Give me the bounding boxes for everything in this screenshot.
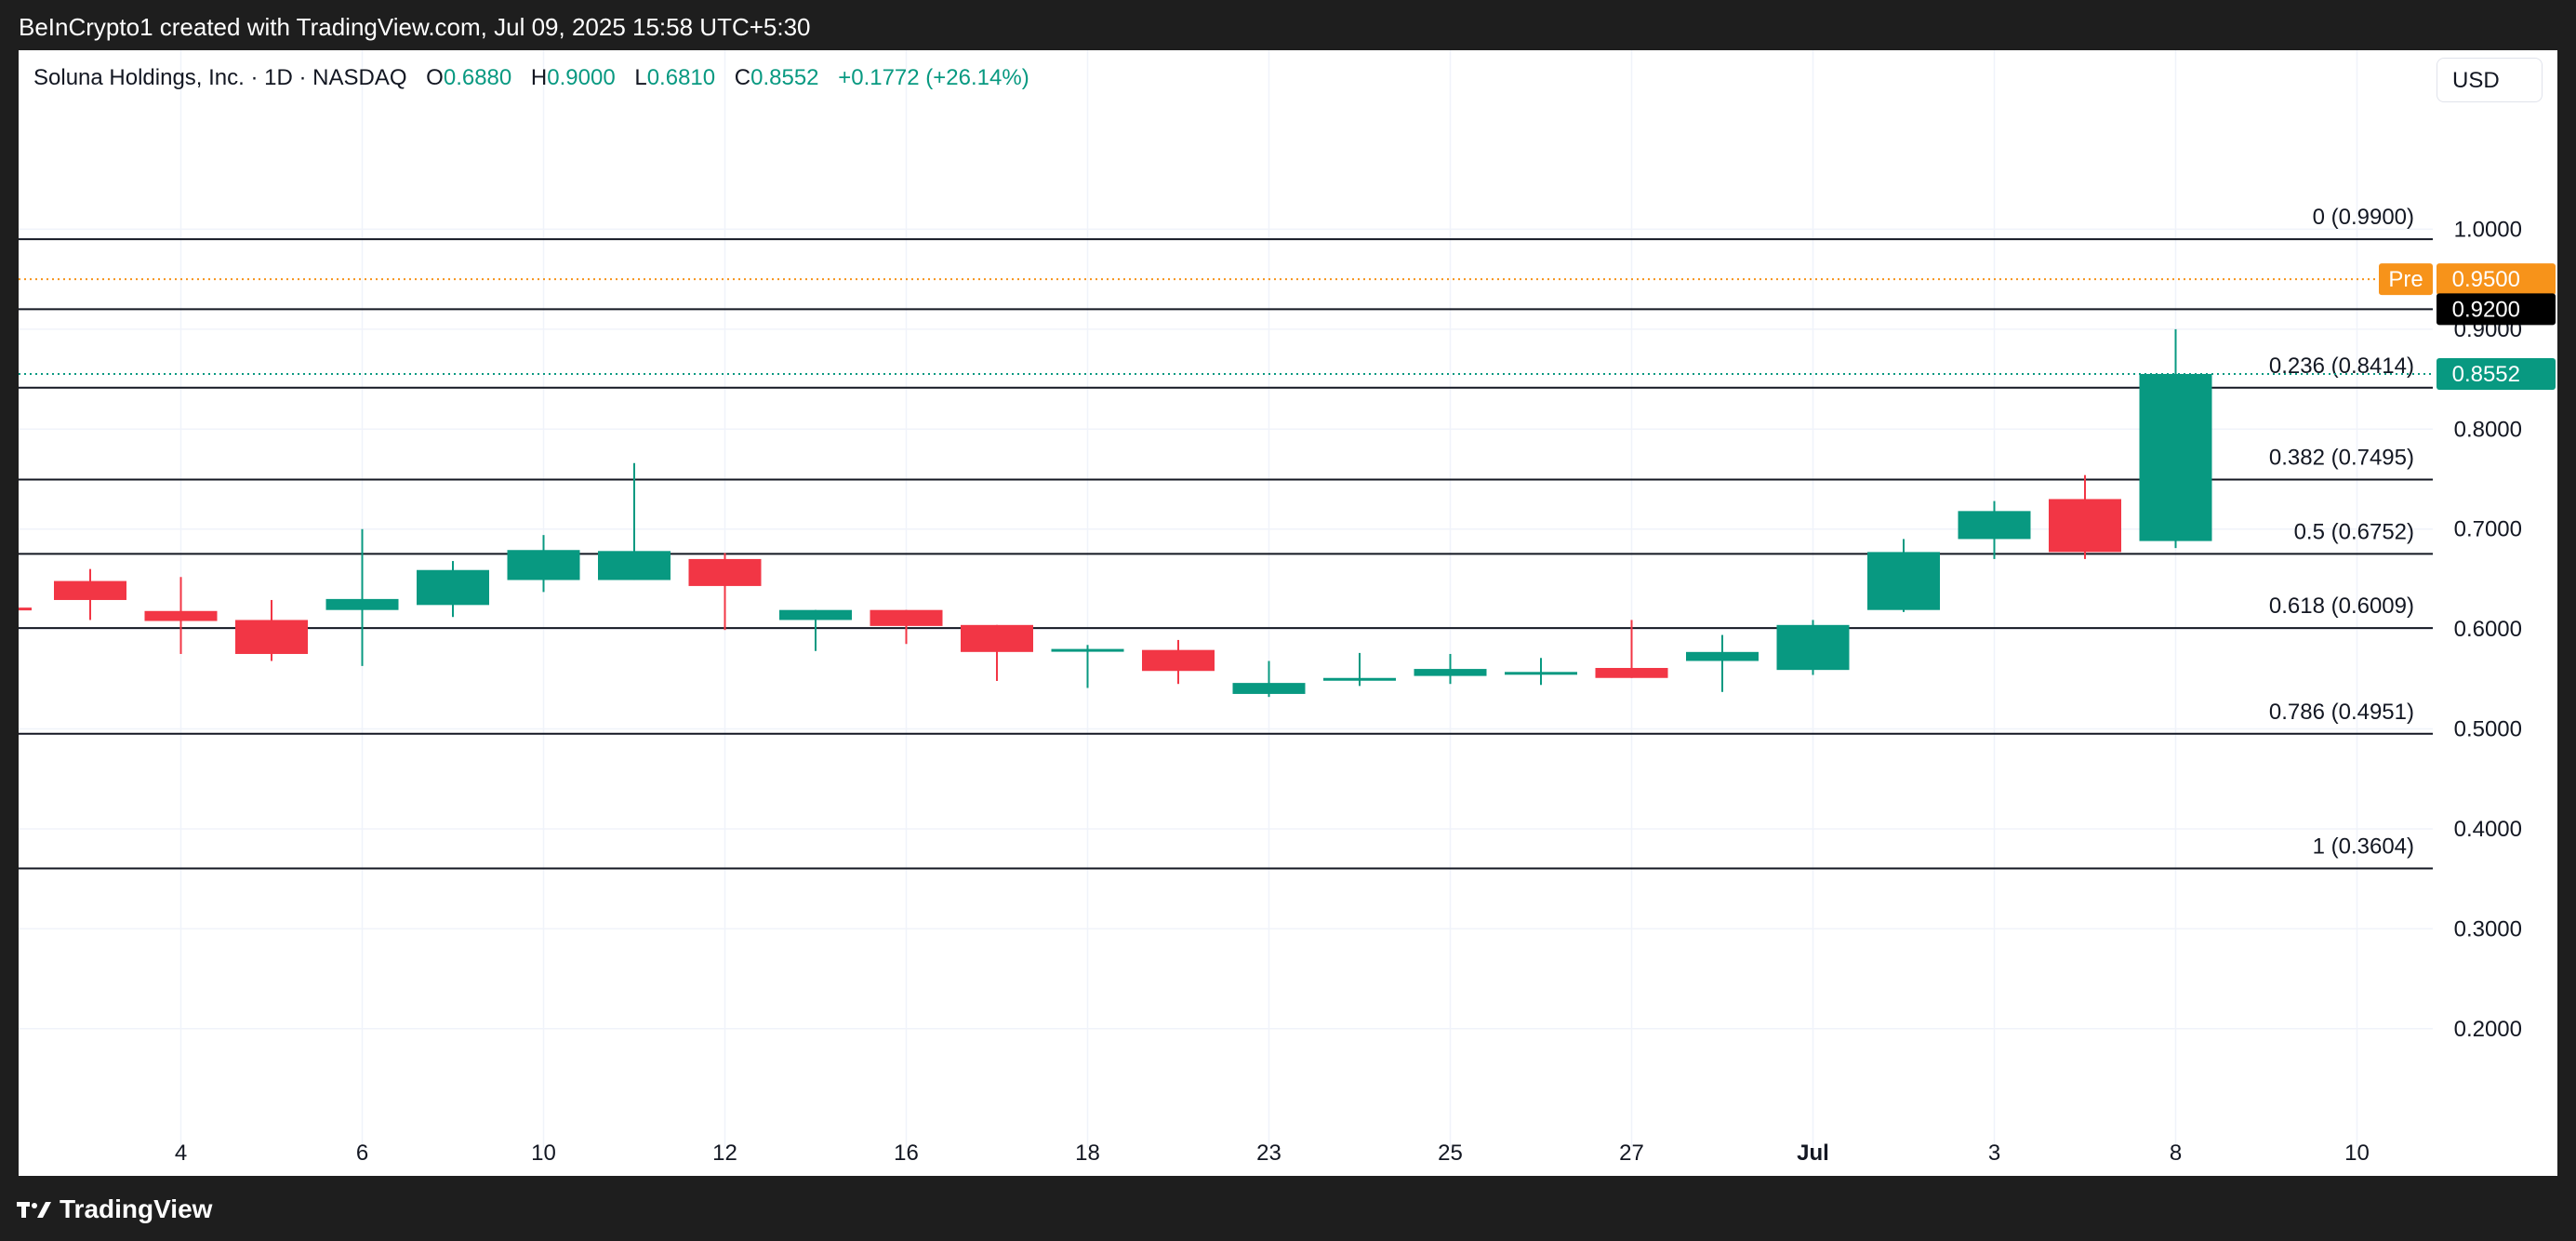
time-axis-label: 12 bbox=[712, 1141, 737, 1166]
candle-up[interactable] bbox=[417, 569, 489, 606]
change-value: +0.1772 (+26.14%) bbox=[838, 65, 1029, 90]
time-axis-label: 6 bbox=[356, 1141, 368, 1166]
pre-price-tag: 0.9500 bbox=[2452, 267, 2520, 292]
high-label: H bbox=[530, 65, 548, 90]
candle-up[interactable] bbox=[507, 550, 580, 580]
pre-tag: Pre bbox=[2388, 267, 2423, 292]
time-axis-label: 10 bbox=[531, 1141, 556, 1166]
candle-up[interactable] bbox=[1958, 511, 2031, 540]
open-value: 0.6880 bbox=[443, 65, 512, 90]
candle-down[interactable] bbox=[688, 558, 762, 586]
fib-label: 0.618 (0.6009) bbox=[2269, 594, 2414, 619]
fib-label: 0.5 (0.6752) bbox=[2294, 519, 2414, 544]
fib-label: 0 (0.9900) bbox=[2313, 205, 2414, 230]
candle-down[interactable] bbox=[961, 624, 1033, 652]
price-axis-label: 0.7000 bbox=[2454, 517, 2522, 542]
candle-up[interactable] bbox=[598, 551, 671, 580]
pre-tag-bg bbox=[2379, 263, 2433, 296]
candle-up[interactable] bbox=[1686, 651, 1759, 661]
candle-up[interactable] bbox=[1051, 648, 1124, 652]
candle-down[interactable] bbox=[1595, 668, 1668, 678]
candle-up[interactable] bbox=[325, 598, 399, 610]
price-axis-label: 0.6000 bbox=[2454, 617, 2522, 642]
candle-up[interactable] bbox=[1776, 624, 1850, 671]
close-label: C bbox=[734, 65, 751, 90]
low-label: L bbox=[634, 65, 647, 90]
price-axis-label: 0.4000 bbox=[2454, 817, 2522, 842]
candle-up[interactable] bbox=[2139, 373, 2212, 541]
candle-up[interactable] bbox=[1232, 683, 1306, 694]
fib-label: 0.382 (0.7495) bbox=[2269, 446, 2414, 471]
candle-down[interactable] bbox=[54, 580, 126, 600]
symbol-title: Soluna Holdings, Inc. · 1D · NASDAQ bbox=[33, 65, 407, 90]
last-price-tag: 0.8552 bbox=[2452, 362, 2520, 387]
chart-credit: BeInCrypto1 created with TradingView.com… bbox=[19, 13, 811, 41]
time-axis-label: 4 bbox=[175, 1141, 187, 1166]
candle-up[interactable] bbox=[1867, 552, 1940, 610]
pre-price-tag-bg bbox=[2437, 263, 2556, 296]
price-axis-label: 1.0000 bbox=[2454, 217, 2522, 242]
last-price-tag-bg bbox=[2437, 357, 2556, 390]
footer-bar: TradingView bbox=[0, 1176, 2576, 1241]
candle-up[interactable] bbox=[779, 609, 852, 620]
currency-button[interactable]: USD bbox=[2437, 58, 2543, 102]
footer-brand: TradingView bbox=[60, 1194, 213, 1223]
candle-down[interactable] bbox=[235, 620, 308, 654]
tradingview-logo-icon bbox=[17, 1202, 51, 1218]
candle-up[interactable] bbox=[1414, 669, 1487, 676]
time-axis-label: 10 bbox=[2344, 1141, 2370, 1166]
time-axis-label: 8 bbox=[2170, 1141, 2182, 1166]
low-value: 0.6810 bbox=[646, 65, 716, 90]
tradingview-logo[interactable]: TradingView bbox=[17, 1194, 212, 1224]
candle-down[interactable] bbox=[2049, 499, 2121, 553]
time-axis-label: 25 bbox=[1438, 1141, 1463, 1166]
chart-frame[interactable]: 1.0000 0.9000 0.8000 0.7000 0.6000 0.5000 0.40… bbox=[19, 50, 2557, 1176]
open-label: O bbox=[426, 65, 444, 90]
candle-up[interactable] bbox=[1505, 672, 1577, 675]
candle-down[interactable] bbox=[870, 609, 943, 626]
time-axis-label: 23 bbox=[1256, 1141, 1281, 1166]
line-price-tag: 0.9200 bbox=[2452, 297, 2520, 322]
high-value: 0.9000 bbox=[547, 65, 616, 90]
candle-up[interactable] bbox=[1323, 677, 1396, 681]
top-bar: BeInCrypto1 created with TradingView.com… bbox=[0, 0, 2576, 50]
candlestick-chart[interactable]: 1.0000 0.9000 0.8000 0.7000 0.6000 0.5000 0.40… bbox=[19, 50, 2557, 1176]
candle-down[interactable] bbox=[1142, 649, 1215, 672]
close-value: 0.8552 bbox=[750, 65, 819, 90]
price-axis-label: 0.5000 bbox=[2454, 717, 2522, 742]
line-price-tag-bg bbox=[2437, 293, 2556, 326]
time-axis-label: 16 bbox=[894, 1141, 919, 1166]
time-axis-label: 18 bbox=[1075, 1141, 1100, 1166]
time-axis-label: 27 bbox=[1619, 1141, 1644, 1166]
fib-label: 1 (0.3604) bbox=[2313, 834, 2414, 859]
price-axis-label: 0.8000 bbox=[2454, 417, 2522, 442]
time-axis-label: Jul bbox=[1797, 1141, 1829, 1166]
fib-label: 0.786 (0.4951) bbox=[2269, 700, 2414, 725]
candle-down[interactable] bbox=[144, 610, 218, 621]
time-axis-label: 3 bbox=[1988, 1141, 2000, 1166]
price-axis-label: 0.2000 bbox=[2454, 1017, 2522, 1042]
symbol-legend: Soluna Holdings, Inc. · 1D · NASDAQ O0.6… bbox=[33, 65, 1029, 91]
price-axis-label: 0.3000 bbox=[2454, 916, 2522, 941]
